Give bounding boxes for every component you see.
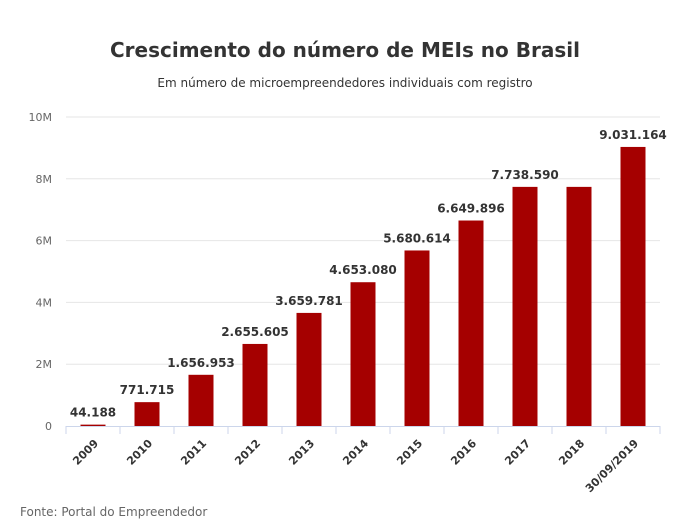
x-tick-label: 2011 — [178, 437, 209, 468]
bars — [80, 146, 646, 427]
source-note: Fonte: Portal do Empreendedor — [20, 505, 208, 519]
value-label: 9.031.164 — [599, 128, 667, 142]
bar — [404, 250, 430, 426]
bar — [458, 220, 484, 426]
value-label: 771.715 — [120, 383, 175, 397]
bar — [134, 402, 160, 426]
value-label: 4.653.080 — [329, 263, 397, 277]
x-tick-label: 2017 — [502, 437, 533, 468]
value-label: 2.655.605 — [221, 325, 289, 339]
x-tick-label: 2009 — [70, 437, 101, 468]
value-label: 6.649.896 — [437, 202, 505, 216]
bar — [566, 186, 592, 426]
y-axis-ticks: 0 2M 4M 6M 8M 10M — [29, 111, 53, 433]
value-label: 7.738.590 — [491, 168, 559, 182]
y-tick-label: 0 — [45, 420, 52, 433]
y-tick-label: 2M — [36, 358, 53, 371]
bar — [350, 282, 376, 426]
x-tick-label: 2012 — [232, 437, 263, 468]
y-tick-label: 10M — [29, 111, 53, 124]
x-tick-label: 2015 — [394, 437, 425, 468]
y-tick-label: 6M — [36, 235, 53, 248]
x-tick-label: 30/09/2019 — [583, 437, 641, 495]
y-tick-label: 8M — [36, 173, 53, 186]
chart-title: Crescimento do número de MEIs no Brasil — [110, 38, 580, 62]
value-labels: 44.188 771.715 1.656.953 2.655.605 3.659.781… — [70, 128, 667, 420]
value-label: 44.188 — [70, 406, 116, 420]
value-label: 5.680.614 — [383, 231, 451, 245]
value-label: 1.656.953 — [167, 356, 235, 370]
value-label: 3.659.781 — [275, 294, 343, 308]
bar — [296, 312, 322, 426]
x-tick-label: 2010 — [124, 437, 155, 468]
chart-subtitle: Em número de microempreendedores individ… — [157, 76, 533, 90]
y-tick-label: 4M — [36, 296, 53, 309]
bar — [512, 186, 538, 426]
x-tick-label: 2016 — [448, 437, 479, 468]
x-axis-ticks: 2009 2010 2011 2012 2013 2014 2015 2016 2017 2018… — [65, 426, 661, 495]
x-tick-label: 2018 — [556, 437, 587, 468]
bar — [242, 343, 268, 426]
x-tick-label: 2014 — [340, 437, 371, 468]
bar — [188, 374, 214, 426]
bar — [620, 146, 646, 427]
x-tick-label: 2013 — [286, 437, 317, 468]
bar — [80, 424, 106, 426]
